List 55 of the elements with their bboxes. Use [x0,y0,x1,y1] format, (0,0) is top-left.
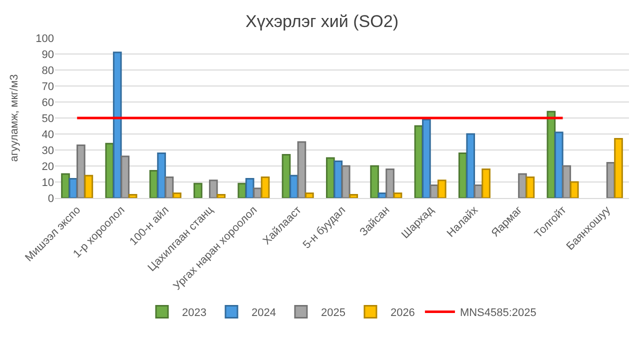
bar [482,168,490,198]
bar [164,176,174,198]
y-tick-label: 70 [42,80,54,93]
bar [554,132,564,198]
chart-title: Хүхэрлэг хий (SO2) [246,12,398,32]
bar [112,52,122,198]
y-tick-label: 60 [42,96,54,109]
bar [194,182,202,198]
bar [341,165,350,198]
bar [61,173,70,198]
bar [238,182,247,198]
y-tick-label: 20 [42,160,54,173]
bar [570,181,579,198]
bar [422,118,431,198]
bar [370,165,379,198]
bar [305,192,314,198]
bar [260,176,270,198]
bar [172,192,182,198]
bar [76,144,86,198]
bar [466,133,476,198]
bar [157,152,166,198]
legend-label: 2023 [182,306,206,319]
y-tick-label: 100 [36,32,54,45]
legend-label: MNS4585:2025 [460,306,536,319]
y-tick-label: 80 [42,64,54,77]
bar [518,173,527,198]
bar [208,180,218,198]
legend-label: 2025 [320,306,346,319]
bar [84,174,94,198]
bar [526,176,535,198]
bar [386,168,394,198]
bar [393,192,402,198]
bar [216,194,226,198]
y-tick-label: 50 [42,112,54,125]
bar [105,142,114,198]
legend-label: 2024 [251,306,276,319]
bar [614,138,623,198]
bar [297,141,306,198]
bar [290,174,298,198]
bar [128,194,138,198]
y-tick-label: 10 [42,176,54,189]
bar [349,194,358,198]
bar [120,156,130,198]
y-tick-label: 90 [42,48,54,61]
bar [253,188,262,198]
bar [562,165,572,198]
bar [282,154,291,198]
y-tick-label: 0 [48,192,54,205]
legend-label: 2026 [390,306,415,319]
y-tick-label: 30 [42,144,54,157]
bar [437,180,446,198]
y-tick-label: 40 [42,128,54,141]
y-axis-title: агууламж, мкг/м3 [8,74,20,162]
bar [245,178,254,198]
bar [334,160,343,198]
